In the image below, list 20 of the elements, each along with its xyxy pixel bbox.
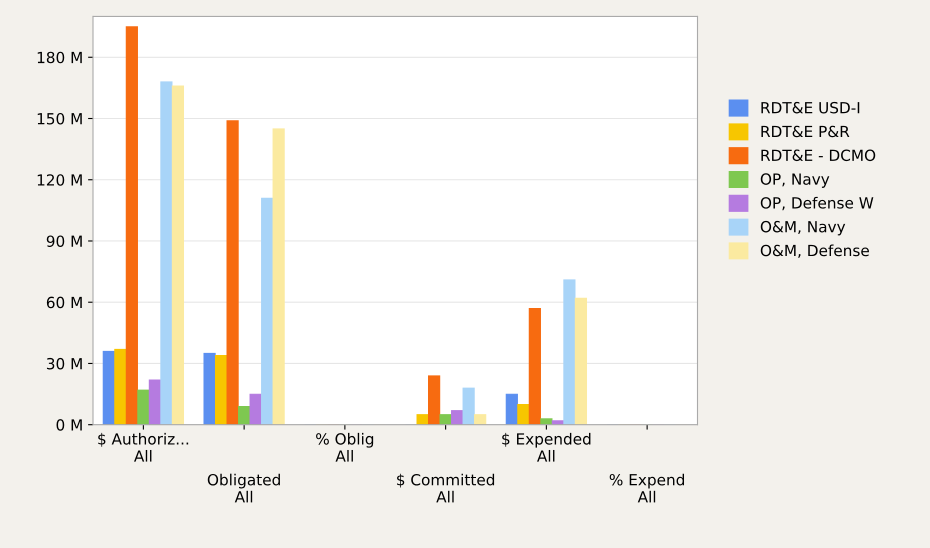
y-tick-label: 90 M xyxy=(46,235,82,248)
legend-label: OP, Navy xyxy=(760,173,830,188)
y-tick-label: 30 M xyxy=(46,358,82,370)
y-tick-label: 180 M xyxy=(38,52,82,64)
legend-label: RDT&E P&R xyxy=(761,126,850,138)
x-tick-label: $ Expended All xyxy=(502,432,590,462)
y-tick-label: 60 M xyxy=(46,296,82,308)
x-tick-label: % Oblig All xyxy=(316,432,374,462)
y-tick-label: 0 M xyxy=(56,419,82,431)
legend-label: O&M, Navy xyxy=(760,220,846,236)
legend-label: RDT&E - DCMO xyxy=(761,150,876,162)
legend-label: RDT&E USD-I xyxy=(761,102,860,114)
x-tick-label: Obligated All xyxy=(208,474,280,502)
y-tick-label: 120 M xyxy=(38,174,82,186)
x-tick-label: % Expend All xyxy=(610,474,684,502)
x-tick-label: $ Committed All xyxy=(397,474,494,502)
x-tick-label: $ Authoriz... All xyxy=(98,432,188,462)
legend-label: O&M, Defense xyxy=(760,244,869,258)
legend-label: OP, Defense W xyxy=(760,196,874,210)
y-tick-label: 150 M xyxy=(38,112,82,125)
